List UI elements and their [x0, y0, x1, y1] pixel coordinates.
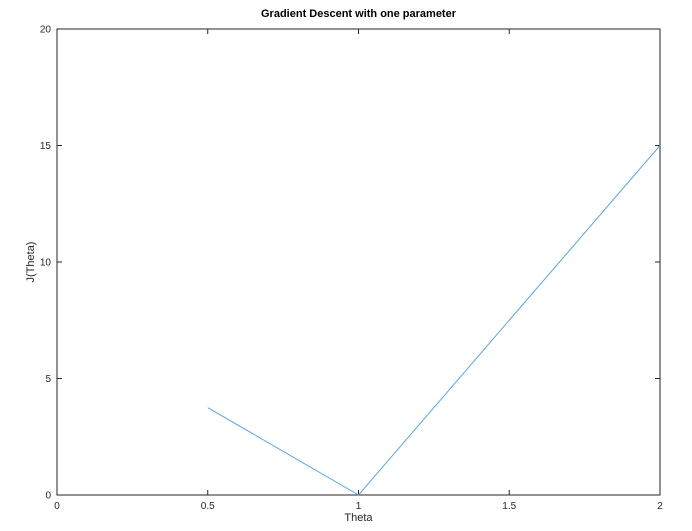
y-tick-label: 20: [40, 25, 52, 36]
x-tick-label: 0.5: [201, 501, 215, 512]
y-axis-label: J(Theta): [25, 242, 37, 283]
x-tick-label: 0: [54, 501, 60, 512]
x-axis-label: Theta: [344, 512, 373, 524]
series-line-0: [207, 145, 661, 496]
plot-area: [56, 28, 661, 496]
chart-title: Gradient Descent with one parameter: [261, 8, 457, 20]
x-tick-label: 2: [657, 501, 663, 512]
series-layer: [207, 145, 661, 496]
y-tick-label: 5: [45, 374, 51, 385]
y-tick-label: 0: [45, 491, 51, 502]
y-tick-label: 10: [40, 258, 52, 269]
x-tick-label: 1.5: [502, 501, 516, 512]
axis-ticks: [56, 28, 661, 496]
x-tick-label: 1: [356, 501, 362, 512]
y-tick-label: 15: [40, 141, 52, 152]
